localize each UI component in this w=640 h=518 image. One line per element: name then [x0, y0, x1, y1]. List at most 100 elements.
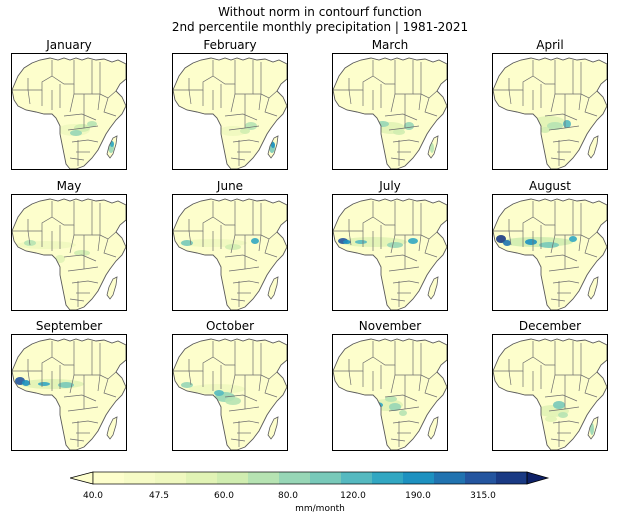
country-border	[234, 60, 254, 95]
country-border	[418, 374, 422, 392]
country-border	[578, 93, 582, 111]
madagascar-coastline	[587, 276, 599, 300]
map-panel: March	[332, 38, 448, 170]
country-border	[232, 420, 260, 424]
country-border	[544, 394, 578, 402]
panel-title: April	[536, 38, 564, 52]
precip-contour	[540, 127, 550, 133]
precip-contour	[399, 410, 407, 416]
map-frame	[11, 334, 127, 451]
colorbar-segment	[217, 472, 249, 484]
country-border	[554, 60, 574, 95]
country-border	[392, 280, 420, 284]
madagascar-coastline	[267, 416, 279, 440]
country-border	[230, 157, 246, 161]
country-border	[554, 341, 574, 376]
colorbar-tick: 60.0	[213, 491, 235, 501]
madagascar-fill	[268, 277, 278, 299]
country-border	[28, 201, 53, 232]
country-border	[384, 113, 418, 121]
colorbar-segment	[496, 472, 528, 484]
country-border	[552, 139, 580, 143]
country-border	[69, 93, 75, 113]
country-border	[264, 378, 278, 398]
madagascar-coastline	[267, 135, 279, 159]
precip-contour	[225, 244, 241, 250]
land-fill	[333, 339, 447, 450]
country-border	[550, 438, 566, 442]
country-border	[264, 238, 278, 258]
africa-map	[173, 57, 287, 169]
colorbar-segment	[372, 472, 404, 484]
coastline	[333, 338, 447, 450]
country-border	[508, 89, 512, 105]
land-fill	[493, 58, 607, 169]
country-border	[552, 420, 580, 424]
map-panel: January	[11, 38, 127, 170]
africa-map	[12, 198, 126, 310]
country-border	[418, 234, 422, 252]
madagascar-fill	[428, 417, 438, 439]
precip-contour	[181, 240, 193, 246]
precip-contour	[225, 397, 241, 405]
country-border	[532, 60, 556, 85]
panel-title: August	[529, 179, 571, 193]
country-border	[63, 254, 97, 262]
country-border	[584, 378, 598, 398]
country-border	[97, 234, 101, 252]
country-border	[390, 298, 406, 302]
country-border	[103, 238, 117, 258]
country-border	[550, 234, 556, 254]
map-frame	[332, 334, 448, 451]
country-border	[394, 201, 414, 236]
country-border	[189, 60, 214, 91]
panel-title: December	[518, 319, 582, 333]
country-border	[212, 201, 236, 226]
africa-map	[333, 57, 447, 169]
coastline	[173, 338, 287, 450]
map-panel: November	[332, 319, 448, 451]
map-frame	[11, 53, 127, 170]
colorbar-tick: 120.0	[340, 491, 366, 501]
precip-contour	[590, 423, 594, 435]
country-border	[550, 298, 566, 302]
country-border	[230, 374, 236, 394]
colorbar-extend-min	[70, 471, 94, 485]
country-border	[212, 341, 236, 366]
country-border	[230, 438, 246, 442]
map-frame	[492, 194, 608, 311]
precip-contour	[525, 239, 537, 245]
land-fill	[12, 199, 126, 310]
precip-layer	[16, 240, 90, 263]
precip-contour	[569, 236, 577, 242]
map-frame	[11, 194, 127, 311]
country-border	[372, 201, 396, 226]
colorbar	[70, 471, 550, 485]
precip-layer	[496, 235, 577, 248]
country-border	[584, 238, 598, 258]
land-fill	[173, 199, 287, 310]
precip-contour	[343, 240, 351, 244]
country-border	[424, 238, 438, 258]
country-border	[69, 298, 85, 302]
country-border	[97, 93, 101, 111]
country-border	[71, 280, 99, 284]
country-border	[550, 374, 556, 394]
coastline	[173, 198, 287, 310]
country-border	[384, 394, 418, 402]
precip-layer	[377, 121, 434, 153]
africa-map	[12, 57, 126, 169]
precip-contour	[563, 120, 571, 128]
country-border	[63, 394, 97, 402]
land-fill	[493, 339, 607, 450]
country-border	[348, 370, 352, 386]
figure-title: Without norm in contourf function	[218, 5, 422, 19]
country-border	[394, 341, 414, 376]
country-border	[532, 341, 556, 366]
madagascar-coastline	[106, 276, 118, 300]
coastline	[493, 198, 607, 310]
country-border	[392, 420, 420, 424]
country-border	[552, 280, 580, 284]
country-border	[27, 370, 31, 386]
country-border	[51, 201, 75, 226]
